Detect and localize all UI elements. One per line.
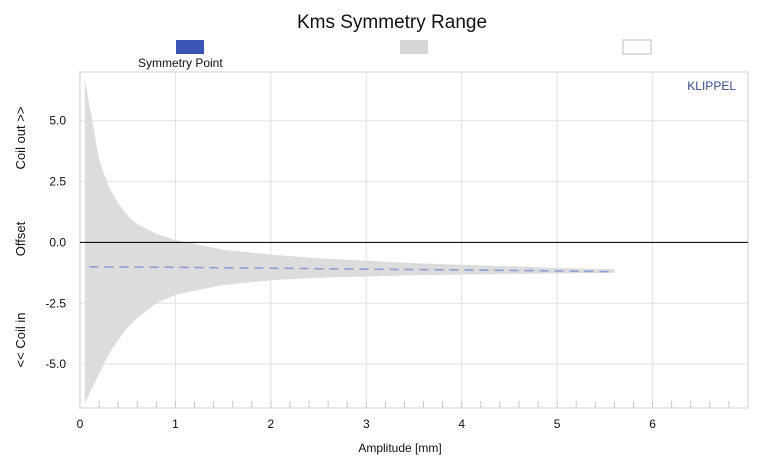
y-axis-label-coil-out: Coil out >> [13,107,28,170]
x-tick-label: 2 [268,417,275,431]
x-tick-label: 4 [458,417,465,431]
chart-title: Kms Symmetry Range [297,12,487,33]
legend-swatch-range [400,40,428,54]
x-tick-label: 1 [172,417,179,431]
y-tick-label: 0.0 [49,235,66,249]
x-tick-label: 3 [363,417,370,431]
x-tick-label: 5 [554,417,561,431]
y-tick-label: -2.5 [45,296,66,310]
y-tick-label: 2.5 [49,175,66,189]
symmetry-point-line [89,266,615,273]
legend-swatch-symmetry-point [176,40,204,54]
klippel-watermark: KLIPPEL [687,79,736,93]
legend-swatch-empty [622,39,652,55]
symmetry-point-series [89,266,615,273]
legend-label-symmetry-point: Symmetry Point [138,56,223,70]
y-axis-label-coil-in: << Coil in [13,313,28,368]
x-tick-label: 6 [649,417,656,431]
minor-ticks [98,401,730,408]
grid [80,72,748,408]
plot-area [79,71,749,409]
x-axis-label: Amplitude [mm] [358,441,441,455]
y-tick-label: -5.0 [45,357,66,371]
y-tick-labels: 5.0 2.5 0.0 -2.5 -5.0 [45,114,66,371]
y-axis-label-offset: Offset [13,221,28,256]
x-tick-labels: 0 1 2 3 4 5 6 [77,417,657,431]
legend: Symmetry Point [138,39,652,70]
x-tick-label: 0 [77,417,84,431]
y-tick-label: 5.0 [49,114,66,128]
